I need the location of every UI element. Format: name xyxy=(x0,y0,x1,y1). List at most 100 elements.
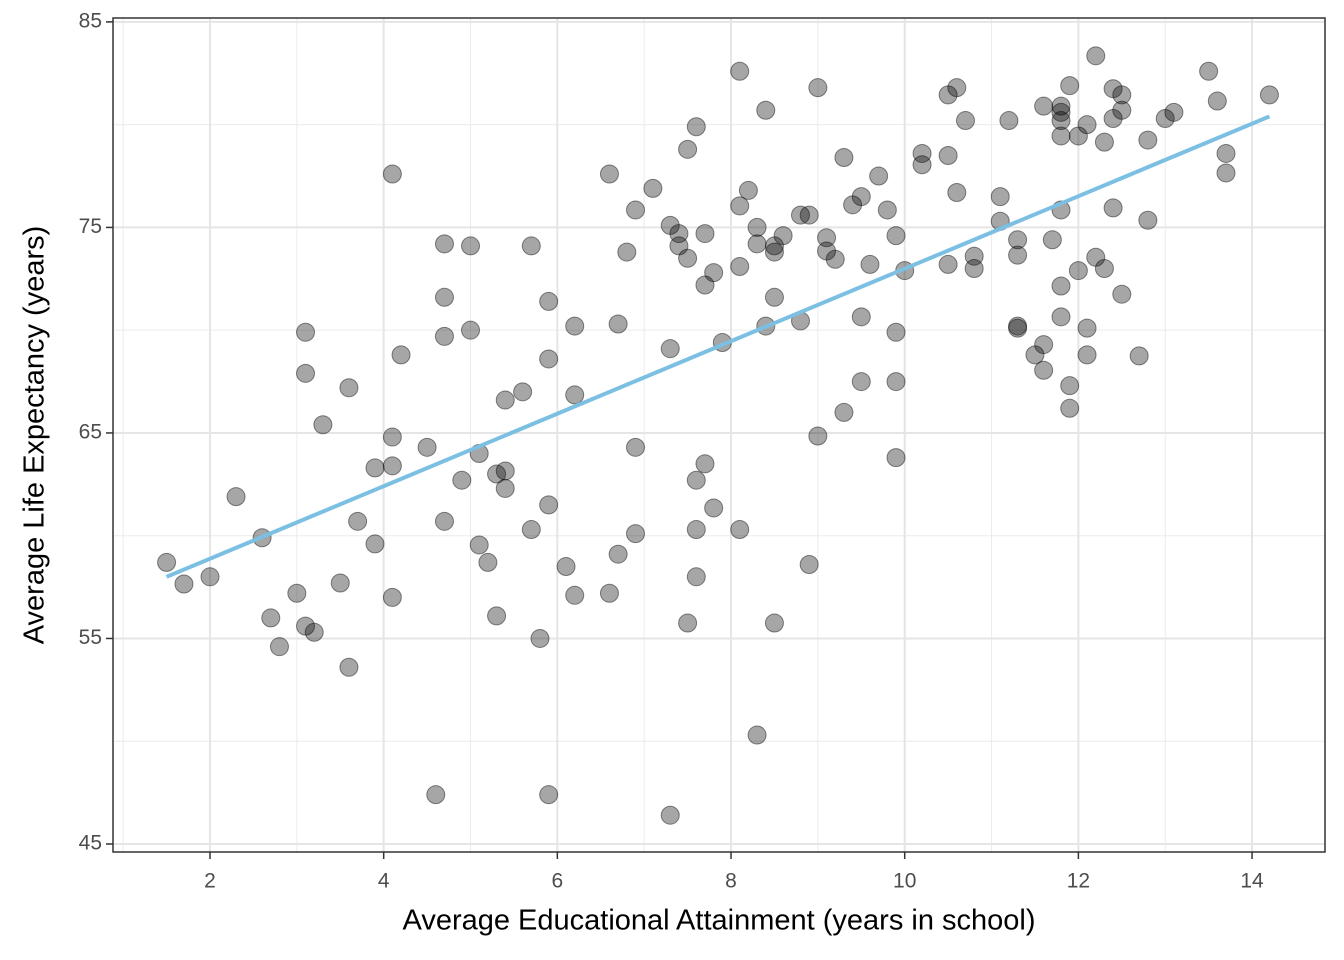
point xyxy=(1034,360,1054,380)
point xyxy=(157,552,177,572)
point xyxy=(1094,132,1114,152)
point xyxy=(539,291,559,311)
point xyxy=(296,322,316,342)
point xyxy=(1103,198,1123,218)
point xyxy=(1008,230,1028,250)
y-tick-label: 65 xyxy=(79,420,102,443)
point xyxy=(382,164,402,184)
point xyxy=(764,236,784,256)
point xyxy=(452,470,472,490)
point xyxy=(434,234,454,254)
point xyxy=(964,246,984,266)
point xyxy=(764,242,784,262)
point xyxy=(599,164,619,184)
plot-background xyxy=(113,18,1325,852)
point xyxy=(287,583,307,603)
y-tick-label: 45 xyxy=(79,832,102,855)
point xyxy=(1207,91,1227,111)
point xyxy=(1103,108,1123,128)
point xyxy=(1164,102,1184,122)
point xyxy=(1077,345,1097,365)
point xyxy=(1008,245,1028,265)
point xyxy=(669,236,689,256)
x-axis-title: Average Educational Attainment (years in… xyxy=(403,905,1036,937)
point xyxy=(1155,108,1175,128)
point xyxy=(947,182,967,202)
point xyxy=(365,534,385,554)
point xyxy=(599,583,619,603)
point xyxy=(834,148,854,168)
point xyxy=(487,606,507,626)
point xyxy=(834,402,854,422)
point xyxy=(626,200,646,220)
point xyxy=(730,196,750,216)
point xyxy=(851,187,871,207)
point xyxy=(626,524,646,544)
point xyxy=(608,314,628,334)
point xyxy=(469,535,489,555)
point xyxy=(261,608,281,628)
point xyxy=(955,111,975,131)
point xyxy=(269,637,289,657)
point xyxy=(1051,307,1071,327)
point xyxy=(1034,96,1054,116)
point xyxy=(817,228,837,248)
point xyxy=(704,498,724,518)
point xyxy=(1138,130,1158,150)
point xyxy=(860,254,880,274)
point xyxy=(1025,345,1045,365)
point xyxy=(539,349,559,369)
point xyxy=(808,78,828,98)
point xyxy=(730,520,750,540)
trend-line xyxy=(165,114,1271,579)
point xyxy=(790,205,810,225)
point xyxy=(1112,284,1132,304)
point xyxy=(660,339,680,359)
point xyxy=(695,454,715,474)
point xyxy=(1068,126,1088,146)
point xyxy=(660,215,680,235)
point xyxy=(1051,96,1071,116)
x-tick-label: 8 xyxy=(725,870,737,893)
point xyxy=(938,254,958,274)
point xyxy=(426,785,446,805)
point xyxy=(1068,261,1088,281)
point xyxy=(1259,85,1279,105)
point xyxy=(1008,318,1028,338)
point xyxy=(1034,335,1054,355)
point xyxy=(686,520,706,540)
point xyxy=(1094,259,1114,279)
point xyxy=(461,320,481,340)
point xyxy=(817,241,837,261)
point xyxy=(556,557,576,577)
point xyxy=(1216,163,1236,183)
point xyxy=(686,117,706,137)
point xyxy=(851,307,871,327)
point xyxy=(886,448,906,468)
point xyxy=(461,236,481,256)
point xyxy=(1103,79,1123,99)
point xyxy=(704,263,724,283)
point xyxy=(382,456,402,476)
point xyxy=(747,725,767,745)
point xyxy=(990,187,1010,207)
point xyxy=(1051,111,1071,131)
point xyxy=(1051,276,1071,296)
point xyxy=(964,259,984,279)
point xyxy=(1008,316,1028,336)
point xyxy=(434,287,454,307)
point xyxy=(313,415,333,435)
point xyxy=(799,205,819,225)
point xyxy=(938,145,958,165)
point xyxy=(773,226,793,246)
point xyxy=(738,180,758,200)
point xyxy=(1112,100,1132,120)
point xyxy=(478,552,498,572)
point xyxy=(382,587,402,607)
point xyxy=(608,544,628,564)
point xyxy=(348,511,368,531)
point xyxy=(660,805,680,825)
point xyxy=(226,487,246,507)
point xyxy=(843,195,863,215)
point xyxy=(521,236,541,256)
